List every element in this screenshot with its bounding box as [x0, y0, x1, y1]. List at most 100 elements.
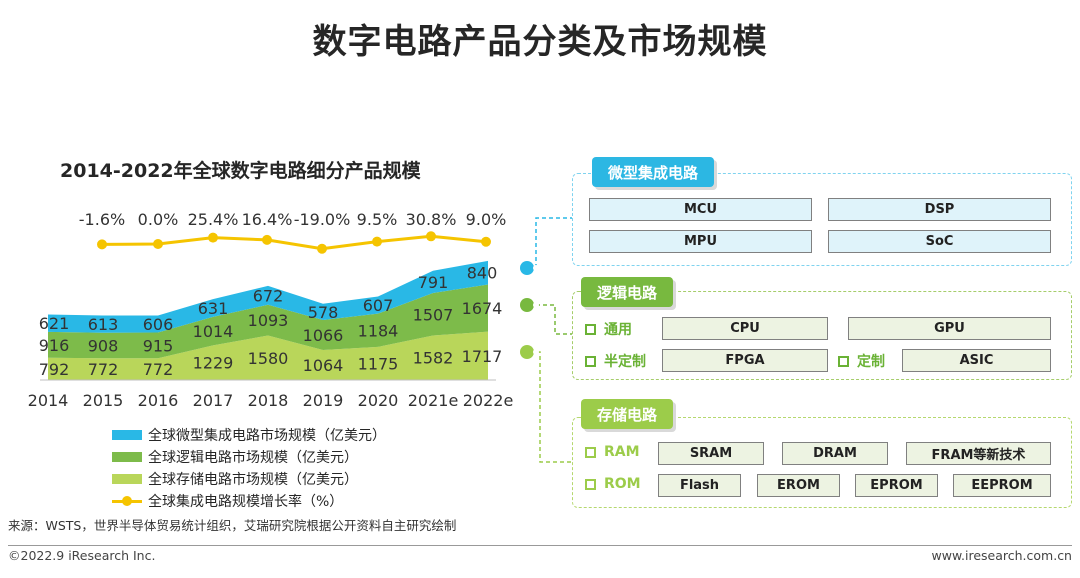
growth-label: 30.8% [406, 210, 457, 229]
data-label: 772 [143, 360, 174, 379]
legend-item-storage: 全球存储电路市场规模（亿美元） [112, 468, 386, 490]
data-label: 1093 [248, 311, 289, 330]
area-chart: 792 772 772 1229 1580 1064 1175 1582 1717 916 908 9… [28, 210, 514, 410]
chip-dsp: DSP [828, 198, 1051, 221]
chip-eeprom: EEPROM [953, 474, 1051, 497]
x-tick-label: 2014 [28, 391, 69, 410]
chip-gpu: GPU [848, 317, 1051, 340]
square-bullet-icon [585, 478, 596, 490]
growth-line [101, 234, 487, 251]
square-bullet-icon [838, 355, 849, 367]
data-label: 908 [88, 336, 119, 355]
growth-label: 0.0% [138, 210, 179, 229]
source-note: 来源：WSTS，世界半导体贸易统计组织，艾瑞研究院根据公开资料自主研究绘制 [8, 518, 457, 533]
custom-label-text: 定制 [857, 354, 885, 370]
data-label: 772 [88, 360, 119, 379]
chip-dram: DRAM [782, 442, 888, 465]
chart-title: 2014-2022年全球数字电路细分产品规模 [60, 160, 421, 182]
legend-swatch [112, 474, 142, 484]
data-label: 1582 [413, 349, 454, 368]
connector-logic [536, 304, 572, 335]
legend-label: 全球存储电路市场规模（亿美元） [148, 472, 358, 488]
area-series-2 [48, 260, 488, 333]
semi-custom-label-text: 半定制 [604, 354, 646, 370]
chip-cpu: CPU [662, 317, 828, 340]
data-label: 1674 [462, 299, 503, 318]
growth-point [372, 236, 382, 247]
semi-custom-label: 半定制 [585, 351, 646, 371]
data-label: 1580 [248, 349, 289, 368]
chip-mcu: MCU [589, 198, 812, 221]
growth-point [262, 234, 272, 245]
logic-group [572, 291, 1072, 380]
legend-label: 全球微型集成电路市场规模（亿美元） [148, 428, 386, 444]
data-label: 672 [253, 286, 284, 305]
x-tick-label: 2015 [83, 391, 124, 410]
growth-label: 25.4% [188, 210, 239, 229]
connector-dot-inner [533, 265, 539, 271]
footer-website: www.iresearch.com.cn [931, 548, 1073, 563]
area-series-1 [48, 284, 488, 359]
x-tick-label: 2022e [463, 391, 514, 410]
storage-group [572, 417, 1072, 508]
general-label: 通用 [585, 319, 632, 339]
data-label: 915 [143, 336, 174, 355]
storage-tab: 存储电路 [581, 399, 674, 429]
data-label: 1066 [303, 326, 344, 345]
chip-sram: SRAM [658, 442, 764, 465]
data-label: 631 [198, 299, 229, 318]
chart-legend: 全球微型集成电路市场规模（亿美元） 全球逻辑电路市场规模（亿美元） 全球存储电路… [112, 424, 386, 512]
x-tick-label: 2018 [248, 391, 289, 410]
connector-dot-logic [520, 298, 534, 312]
footer-copyright: ©2022.9 iResearch Inc. [8, 548, 156, 563]
square-bullet-icon [585, 446, 596, 458]
connector-storage [530, 351, 572, 463]
footer-divider [8, 545, 1072, 546]
legend-swatch [112, 430, 142, 440]
legend-item-logic: 全球逻辑电路市场规模（亿美元） [112, 446, 386, 468]
connector-dot-inner [533, 349, 539, 355]
connector-micro [535, 217, 572, 268]
x-tick-label: 2019 [303, 391, 344, 410]
legend-label: 全球集成电路规模增长率（%） [148, 494, 344, 510]
general-label-text: 通用 [604, 322, 632, 338]
legend-label: 全球逻辑电路市场规模（亿美元） [148, 450, 358, 466]
data-label: 1717 [462, 347, 503, 366]
chip-eprom: EPROM [855, 474, 938, 497]
x-tick-label: 2017 [193, 391, 234, 410]
logic-tab: 逻辑电路 [581, 277, 674, 307]
area-series-0 [48, 331, 488, 380]
growth-label: 16.4% [242, 210, 293, 229]
growth-point [481, 236, 491, 247]
data-label: 916 [39, 336, 70, 355]
data-label: 1014 [193, 322, 234, 341]
growth-label: 9.5% [357, 210, 398, 229]
data-label: 840 [467, 264, 498, 283]
connector-dot-inner [533, 302, 539, 308]
data-label: 1175 [358, 354, 399, 373]
growth-label: 9.0% [466, 210, 507, 229]
data-label: 613 [88, 315, 119, 334]
chip-asic: ASIC [902, 349, 1051, 372]
x-tick-label: 2016 [138, 391, 179, 410]
chip-mpu: MPU [589, 230, 812, 253]
legend-line-swatch [112, 496, 142, 506]
data-label: 621 [39, 314, 70, 333]
micro-ic-group [572, 173, 1072, 266]
growth-point [426, 231, 436, 242]
chip-fram: FRAM等新技术 [906, 442, 1051, 465]
x-tick-label: 2021e [408, 391, 459, 410]
chip-erom: EROM [757, 474, 840, 497]
custom-label: 定制 [838, 351, 885, 371]
chip-flash: Flash [658, 474, 741, 497]
data-label: 607 [363, 296, 394, 315]
page-title: 数字电路产品分类及市场规模 [312, 22, 768, 62]
data-label: 578 [308, 303, 339, 322]
square-bullet-icon [585, 355, 596, 367]
chip-soc: SoC [828, 230, 1051, 253]
chip-fpga: FPGA [662, 349, 828, 372]
growth-point [208, 232, 218, 243]
growth-point [97, 239, 107, 250]
